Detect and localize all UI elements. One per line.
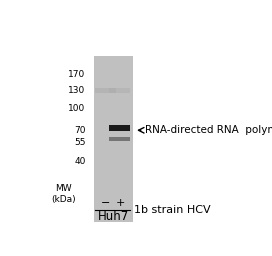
Bar	[95, 88, 116, 93]
Text: 55: 55	[74, 137, 86, 147]
Text: Huh7: Huh7	[97, 210, 129, 223]
Text: +: +	[116, 198, 125, 208]
Text: −: −	[101, 198, 110, 208]
Text: 1b strain HCV: 1b strain HCV	[134, 205, 211, 215]
Bar	[109, 88, 130, 93]
Bar	[94, 56, 133, 222]
Text: RNA-directed RNA  polymerase  (HCV): RNA-directed RNA polymerase (HCV)	[145, 125, 272, 135]
Text: MW
(kDa): MW (kDa)	[51, 185, 76, 204]
Text: 70: 70	[74, 126, 86, 135]
Text: 40: 40	[74, 157, 86, 166]
Text: 130: 130	[68, 86, 86, 95]
Bar	[109, 125, 130, 131]
Text: 170: 170	[68, 70, 86, 79]
Text: 100: 100	[68, 104, 86, 113]
Bar	[109, 136, 130, 141]
